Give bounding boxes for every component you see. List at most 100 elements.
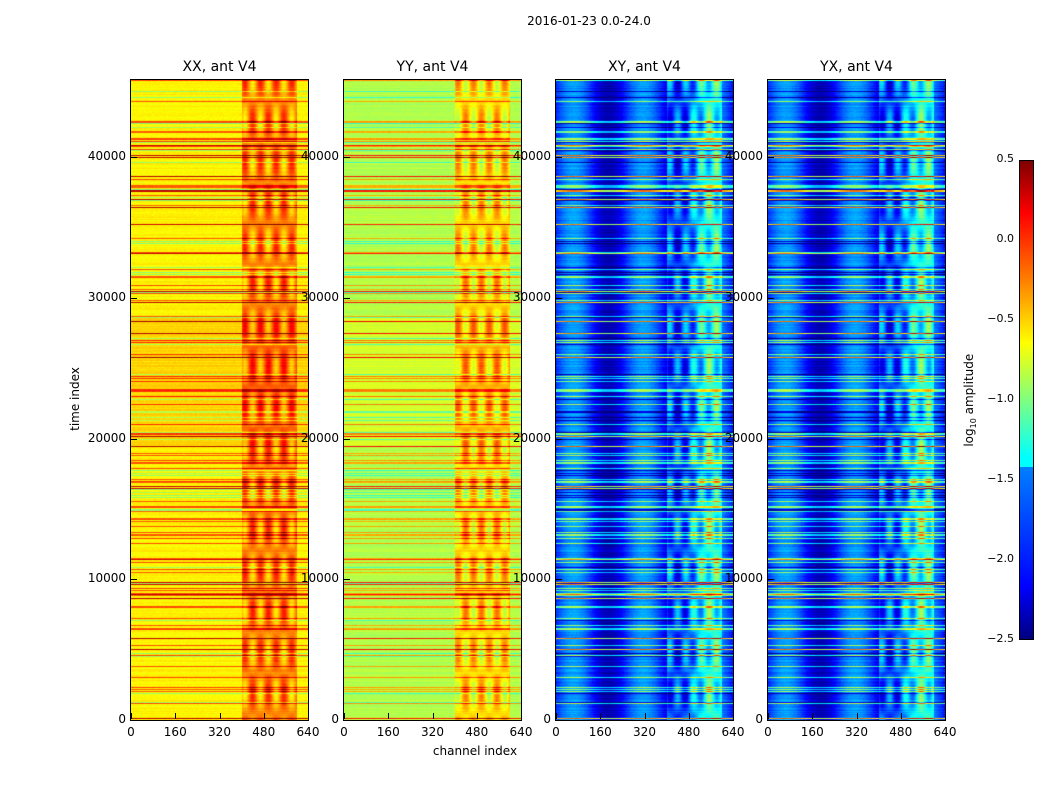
heatmap-image bbox=[131, 80, 308, 720]
y-tick-label: 20000 bbox=[724, 430, 763, 445]
y-tick-label: 40000 bbox=[300, 149, 339, 164]
y-tick-label: 10000 bbox=[512, 571, 551, 586]
colorbar-tick-label: −0.5 bbox=[987, 312, 1014, 325]
y-tick-label: 40000 bbox=[512, 149, 551, 164]
panel-3: YX, ant V4 0 160 320 480 640 0 10000 20000 30000 4… bbox=[725, 59, 957, 739]
x-tick-label: 640 bbox=[296, 725, 320, 739]
panel-title: XX, ant V4 bbox=[182, 59, 257, 75]
colorbar-tick-label: −2.5 bbox=[987, 632, 1014, 645]
x-tick-label: 320 bbox=[421, 725, 444, 739]
x-tick-mark bbox=[521, 713, 522, 719]
y-tick-mark bbox=[344, 298, 350, 300]
y-tick-label: 10000 bbox=[300, 571, 339, 586]
x-tick-label: 160 bbox=[376, 725, 400, 739]
x-tick-mark bbox=[388, 713, 390, 719]
y-tick-mark bbox=[768, 157, 774, 159]
colorbar-tick-label: −1.5 bbox=[987, 472, 1014, 485]
y-tick-mark bbox=[556, 157, 562, 159]
heatmap-image bbox=[556, 80, 733, 720]
x-tick-mark bbox=[432, 713, 434, 719]
x-tick-label: 480 bbox=[677, 725, 701, 739]
x-axis-label: channel index bbox=[432, 744, 518, 758]
x-tick-label: 0 bbox=[127, 725, 135, 739]
y-tick-mark bbox=[131, 579, 137, 581]
colorbar-tick-label: −1.0 bbox=[987, 392, 1014, 405]
x-tick-mark bbox=[219, 713, 221, 719]
x-tick-label: 320 bbox=[633, 725, 656, 739]
y-tick-mark bbox=[131, 157, 137, 159]
y-tick-mark bbox=[556, 720, 562, 721]
figure-title: 2016-01-23 0.0-24.0 bbox=[527, 14, 651, 28]
y-tick-mark bbox=[344, 720, 350, 721]
y-tick-label: 10000 bbox=[724, 571, 763, 586]
y-tick-mark bbox=[344, 438, 350, 440]
y-tick-mark bbox=[768, 438, 774, 440]
x-tick-mark bbox=[812, 713, 814, 719]
x-tick-label: 480 bbox=[889, 725, 913, 739]
y-tick-label: 30000 bbox=[87, 290, 126, 305]
panel-0: XX, ant V4 0 160 320 480 640 0 10000 20000 30000 4… bbox=[88, 59, 320, 739]
y-tick-label: 20000 bbox=[87, 430, 126, 445]
colorbar-tick-label: 0.0 bbox=[996, 232, 1015, 245]
y-tick-mark bbox=[768, 579, 774, 581]
x-tick-label: 0 bbox=[764, 725, 772, 739]
y-tick-mark bbox=[344, 579, 350, 581]
x-tick-mark bbox=[945, 713, 946, 719]
y-tick-label: 20000 bbox=[512, 430, 551, 445]
heatmap-image bbox=[768, 80, 945, 720]
heatmap-image bbox=[344, 80, 521, 720]
panel-1: YY, ant V4 0 160 320 480 640 0 10000 20000 30000 4… bbox=[301, 59, 533, 739]
x-tick-mark bbox=[344, 713, 345, 719]
y-tick-label: 30000 bbox=[300, 290, 339, 305]
colorbar-tick-label: 0.5 bbox=[996, 152, 1015, 165]
y-tick-mark bbox=[768, 298, 774, 300]
colorbar-tick-label: −2.0 bbox=[987, 552, 1014, 565]
x-tick-label: 0 bbox=[552, 725, 560, 739]
x-tick-label: 320 bbox=[845, 725, 868, 739]
x-tick-mark bbox=[600, 713, 602, 719]
x-tick-mark bbox=[308, 713, 309, 719]
y-tick-label: 0 bbox=[543, 712, 551, 726]
x-tick-mark bbox=[733, 713, 734, 719]
x-tick-label: 480 bbox=[252, 725, 276, 739]
x-tick-mark bbox=[768, 713, 769, 719]
y-tick-mark bbox=[131, 720, 137, 721]
x-tick-mark bbox=[263, 713, 265, 719]
y-tick-label: 30000 bbox=[724, 290, 763, 305]
y-tick-mark bbox=[556, 438, 562, 440]
y-tick-label: 20000 bbox=[300, 430, 339, 445]
y-tick-mark bbox=[556, 579, 562, 581]
y-tick-mark bbox=[131, 438, 137, 440]
y-tick-label: 40000 bbox=[87, 149, 126, 164]
x-tick-label: 160 bbox=[588, 725, 612, 739]
colorbar-label-sub: 10 bbox=[969, 418, 979, 429]
x-tick-mark bbox=[856, 713, 858, 719]
x-tick-label: 160 bbox=[163, 725, 187, 739]
y-tick-label: 10000 bbox=[87, 571, 126, 586]
panel-2: XY, ant V4 0 160 320 480 640 0 10000 20000 30000 4… bbox=[513, 59, 745, 739]
panel-title: YY, ant V4 bbox=[396, 59, 469, 75]
x-tick-label: 640 bbox=[509, 725, 533, 739]
colorbar-label: log10 amplitude bbox=[962, 350, 978, 450]
x-tick-mark bbox=[688, 713, 690, 719]
y-tick-mark bbox=[131, 298, 137, 300]
x-tick-mark bbox=[644, 713, 646, 719]
y-tick-mark bbox=[556, 298, 562, 300]
x-tick-mark bbox=[131, 713, 132, 719]
x-tick-mark bbox=[175, 713, 177, 719]
colorbar bbox=[1019, 160, 1034, 640]
x-tick-mark bbox=[556, 713, 557, 719]
x-tick-label: 320 bbox=[208, 725, 231, 739]
x-tick-mark bbox=[900, 713, 902, 719]
x-tick-label: 160 bbox=[800, 725, 824, 739]
x-tick-label: 480 bbox=[465, 725, 489, 739]
x-tick-label: 640 bbox=[933, 725, 957, 739]
y-tick-label: 0 bbox=[755, 712, 763, 726]
y-tick-mark bbox=[768, 720, 774, 721]
y-tick-label: 0 bbox=[118, 712, 126, 726]
y-axis-label: time index bbox=[68, 367, 82, 431]
colorbar-label-rest: amplitude bbox=[961, 353, 976, 419]
y-tick-mark bbox=[344, 157, 350, 159]
panel-title: YX, ant V4 bbox=[820, 59, 893, 75]
